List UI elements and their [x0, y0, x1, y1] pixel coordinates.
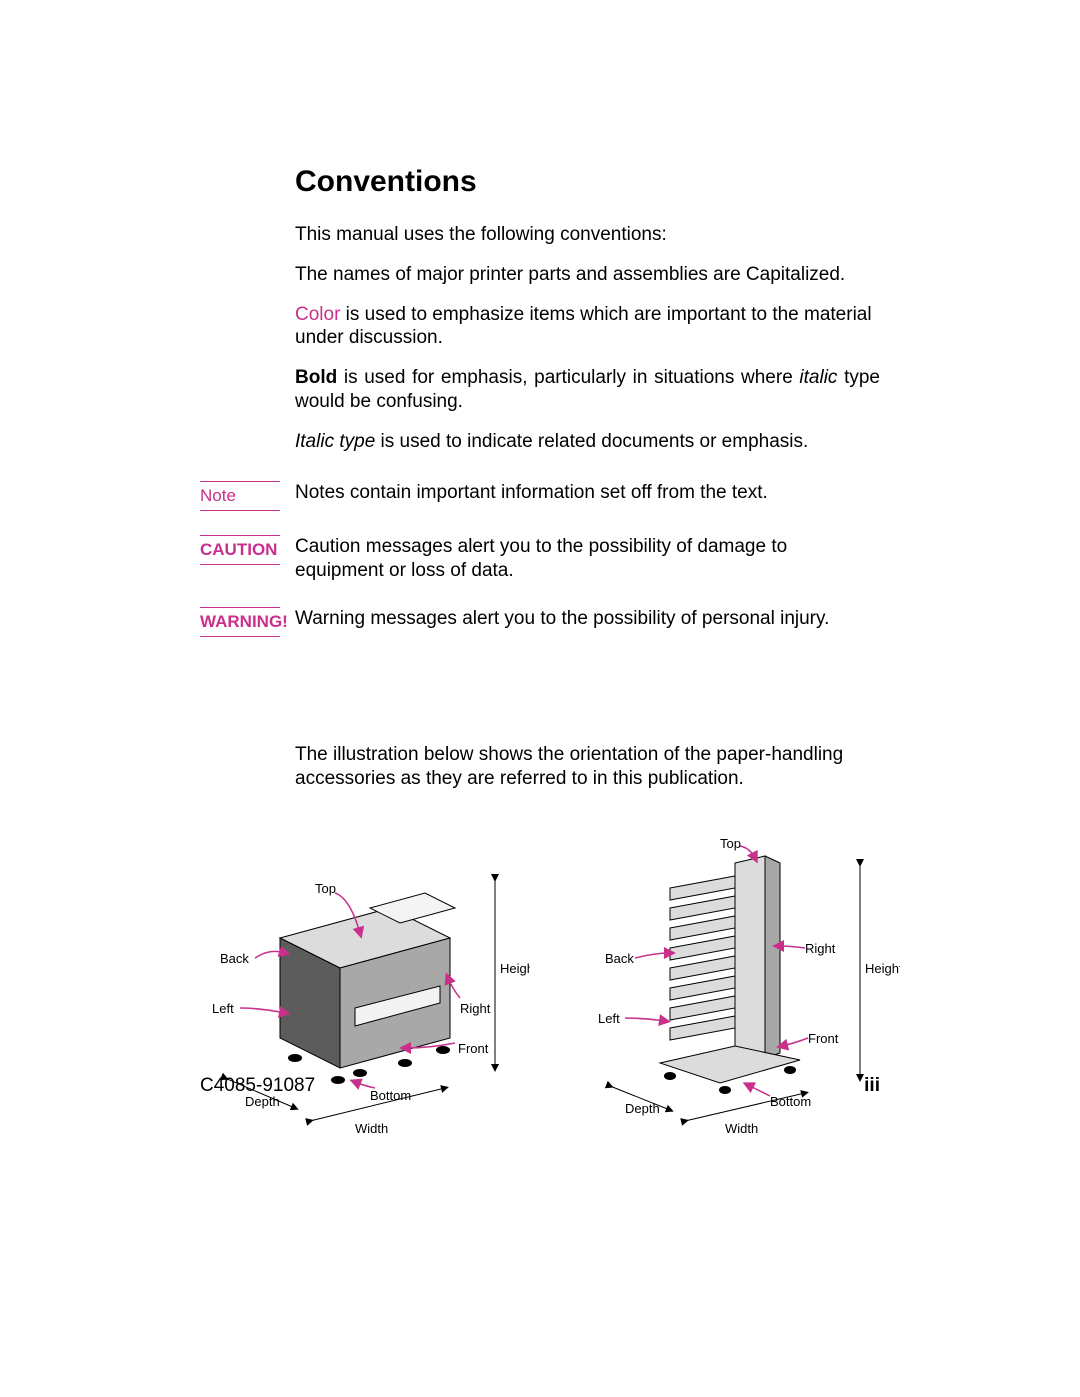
lbl-left: Left [212, 1001, 234, 1016]
lbl-back: Back [220, 951, 249, 966]
lbl2-width: Width [725, 1121, 758, 1136]
warning-row: WARNING! Warning messages alert you to t… [295, 607, 880, 637]
note-label-wrap: Note [200, 481, 295, 511]
page-footer: C4085-91087 iii [200, 1075, 880, 1097]
caution-label-wrap: CAUTION [200, 535, 295, 565]
lbl2-height: Height [865, 961, 900, 976]
bold-word: Bold [295, 367, 337, 388]
doc-id: C4085-91087 [200, 1075, 315, 1097]
paragraph-3-rest: is used to emphasize items which are imp… [295, 304, 872, 349]
lbl2-depth: Depth [625, 1101, 660, 1116]
illustration-paragraph: The illustration below shows the orienta… [295, 743, 880, 791]
paragraph-2: The names of major printer parts and ass… [295, 263, 880, 287]
note-label: Note [200, 481, 280, 511]
warning-label: WARNING! [200, 607, 280, 637]
italic-word: italic [799, 367, 837, 388]
lbl2-right: Right [805, 941, 836, 956]
section-title: Conventions [295, 165, 880, 199]
caution-row: CAUTION Caution messages alert you to th… [295, 535, 880, 583]
paragraph-4-b: is used for emphasis, particularly in si… [337, 367, 799, 388]
lbl2-front: Front [808, 1031, 839, 1046]
page-number: iii [864, 1075, 880, 1097]
paragraph-1: This manual uses the following conventio… [295, 223, 880, 247]
paragraph-5: Italic type is used to indicate related … [295, 430, 880, 454]
caution-label: CAUTION [200, 535, 280, 565]
lbl2-top: Top [720, 838, 741, 851]
warning-label-wrap: WARNING! [200, 607, 295, 637]
lbl-width: Width [355, 1121, 388, 1136]
lbl-height: Height [500, 961, 530, 976]
lbl-top: Top [315, 881, 336, 896]
page: Conventions This manual uses the followi… [0, 0, 1080, 1397]
italic-phrase: Italic type [295, 431, 375, 452]
lbl-right: Right [460, 1001, 491, 1016]
caution-body: Caution messages alert you to the possib… [295, 535, 880, 583]
warning-body: Warning messages alert you to the possib… [295, 607, 829, 631]
lbl-front: Front [458, 1041, 489, 1056]
paragraph-3: Color is used to emphasize items which a… [295, 303, 880, 351]
main-content: Conventions This manual uses the followi… [295, 165, 880, 1138]
callouts-block: Note Notes contain important information… [295, 481, 880, 637]
note-row: Note Notes contain important information… [295, 481, 880, 511]
paragraph-4: Bold is used for emphasis, particularly … [295, 366, 880, 414]
lbl2-back: Back [605, 951, 634, 966]
color-word: Color [295, 304, 340, 325]
lbl2-left: Left [598, 1011, 620, 1026]
paragraph-5-b: is used to indicate related documents or… [375, 431, 808, 452]
note-body: Notes contain important information set … [295, 481, 768, 505]
